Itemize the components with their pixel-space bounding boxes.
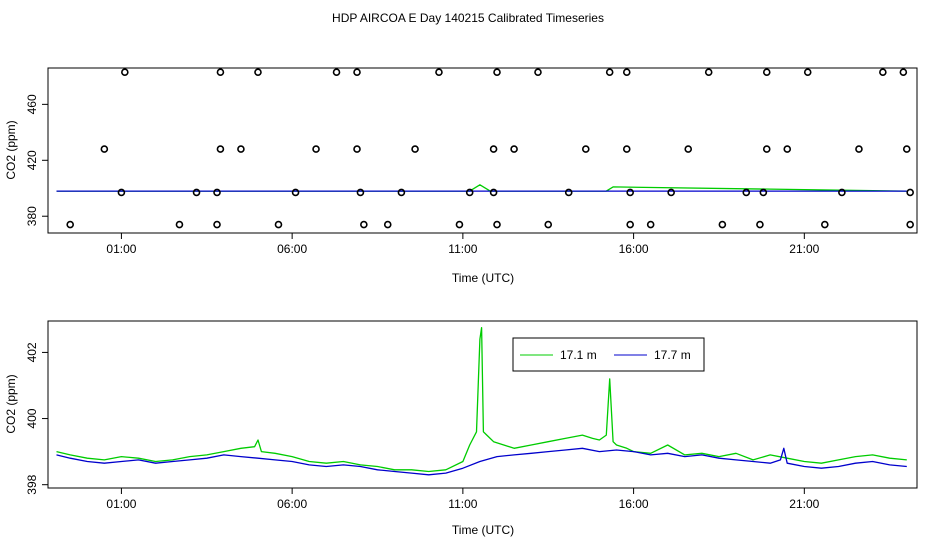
calibration-point xyxy=(411,145,419,153)
top-calibration-points xyxy=(66,68,914,229)
bottom-x-tick-label: 16:00 xyxy=(619,497,649,511)
bottom-y-tick-label: 398 xyxy=(25,474,39,494)
bottom-x-tick-label: 01:00 xyxy=(106,497,136,511)
calibration-point xyxy=(192,188,201,197)
calibration-point xyxy=(493,68,501,76)
calibration-point xyxy=(353,145,361,153)
calibration-point xyxy=(356,188,365,197)
top-y-axis-label: CO2 (ppm) xyxy=(4,120,18,179)
bottom-series-line-0 xyxy=(56,326,907,473)
calibration-point xyxy=(762,145,771,153)
calibration-point xyxy=(605,68,614,76)
bottom-x-tick-label: 21:00 xyxy=(789,497,819,511)
top-series-lines xyxy=(56,184,907,192)
calibration-point xyxy=(465,188,474,197)
calibration-point xyxy=(383,220,392,229)
calibration-point xyxy=(626,220,634,229)
calibration-point xyxy=(783,145,792,153)
calibration-point xyxy=(759,188,768,197)
calibration-point xyxy=(291,188,300,197)
calibration-point xyxy=(175,220,184,229)
calibration-point xyxy=(667,188,675,197)
calibration-point xyxy=(762,68,771,76)
bottom-plot-frame xyxy=(47,320,918,489)
figure-title: HDP AIRCOA E Day 140215 Calibrated Times… xyxy=(332,11,604,25)
calibration-point xyxy=(902,145,911,153)
top-x-axis-label: Time (UTC) xyxy=(452,271,514,285)
bottom-y-tick-label: 402 xyxy=(25,342,39,362)
calibration-point xyxy=(489,145,498,153)
calibration-point xyxy=(742,188,751,197)
calibration-point xyxy=(435,68,443,76)
calibration-point xyxy=(564,188,573,197)
top-x-tick-label: 16:00 xyxy=(619,242,649,256)
legend-label-17-1: 17.1 m xyxy=(560,348,597,362)
calibration-point xyxy=(544,220,553,229)
calibration-point xyxy=(899,68,908,76)
calibration-point xyxy=(684,145,693,153)
calibration-point xyxy=(216,68,225,76)
calibration-point xyxy=(646,220,655,229)
calibration-point xyxy=(704,68,713,76)
top-x-tick-label: 01:00 xyxy=(106,242,136,256)
calibration-point xyxy=(489,188,498,197)
calibration-point xyxy=(838,188,846,197)
calibration-point xyxy=(906,188,914,197)
calibration-point xyxy=(756,220,764,229)
calibration-point xyxy=(216,145,225,153)
top-series-line-0 xyxy=(56,184,907,192)
top-x-tick-label: 11:00 xyxy=(448,242,477,256)
bottom-series-line-1 xyxy=(56,447,907,476)
calibration-point xyxy=(117,188,126,197)
legend: 17.1 m 17.7 m xyxy=(512,337,705,372)
calibration-point xyxy=(360,220,368,229)
calibration-point xyxy=(312,145,320,153)
calibration-point xyxy=(581,145,590,153)
calibration-point xyxy=(534,68,542,76)
legend-label-17-7: 17.7 m xyxy=(654,348,691,362)
calibration-point xyxy=(626,188,634,197)
top-panel: 01:00 06:00 11:00 16:00 21:00 380 420 460 Time … xyxy=(4,67,918,285)
calibration-point xyxy=(353,68,361,76)
top-x-tick-label: 06:00 xyxy=(277,242,307,256)
bottom-x-tick-label: 06:00 xyxy=(277,497,307,511)
calibration-point xyxy=(855,145,863,153)
top-y-tick-label: 380 xyxy=(25,206,39,226)
calibration-point xyxy=(332,68,341,76)
bottom-panel: 01:00 06:00 11:00 16:00 21:00 398 400 402 Time … xyxy=(4,320,918,537)
calibration-point xyxy=(121,68,129,76)
calibration-point xyxy=(455,220,464,229)
bottom-y-tick-label: 400 xyxy=(25,408,39,428)
calibration-point xyxy=(718,220,727,229)
calibration-point xyxy=(622,145,631,153)
top-y-tick-label: 460 xyxy=(25,94,39,114)
calibration-point xyxy=(397,188,406,197)
calibration-point xyxy=(510,145,518,153)
calibration-point xyxy=(254,68,262,76)
calibration-point xyxy=(906,220,914,229)
calibration-point xyxy=(879,68,887,76)
bottom-x-tick-label: 11:00 xyxy=(448,497,477,511)
calibration-point xyxy=(622,68,631,76)
calibration-point xyxy=(493,220,501,229)
bottom-axes: 01:00 06:00 11:00 16:00 21:00 398 400 402 xyxy=(25,342,820,511)
top-axes: 01:00 06:00 11:00 16:00 21:00 380 420 460 xyxy=(25,94,820,256)
bottom-y-axis-label: CO2 (ppm) xyxy=(4,374,18,433)
calibration-point xyxy=(274,220,283,229)
calibration-point xyxy=(66,220,74,229)
top-plot-frame xyxy=(47,67,918,234)
top-y-tick-label: 420 xyxy=(25,150,39,170)
calibration-point xyxy=(213,188,221,197)
calibration-point xyxy=(803,68,812,76)
bottom-x-axis-label: Time (UTC) xyxy=(452,523,514,537)
calibration-point xyxy=(100,145,109,153)
calibration-point xyxy=(237,145,245,153)
calibration-point xyxy=(213,220,221,229)
calibration-point xyxy=(821,220,829,229)
bottom-series-lines xyxy=(56,326,907,476)
top-x-tick-label: 21:00 xyxy=(789,242,819,256)
